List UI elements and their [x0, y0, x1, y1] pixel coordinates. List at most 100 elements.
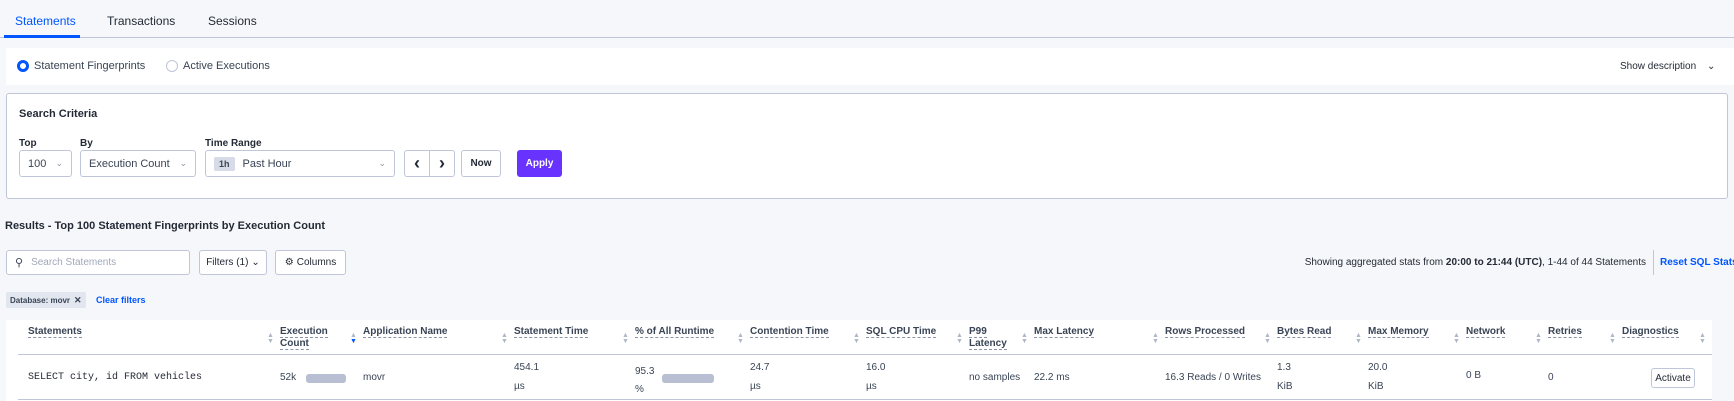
gear-icon: ⚙: [284, 257, 294, 268]
column-header-label: Max Memory: [1368, 326, 1429, 338]
column-header[interactable]: Execution Count: [280, 326, 345, 350]
column-header[interactable]: P99 Latency: [969, 326, 1016, 350]
sort-icon[interactable]: ▲ ▼: [622, 332, 629, 345]
tab-sessions[interactable]: Sessions: [208, 14, 257, 28]
reset-sql-stats-link[interactable]: Reset SQL Stats: [1660, 257, 1734, 268]
columns-button[interactable]: ⚙ Columns: [275, 250, 346, 275]
runtime-pct-unit: %: [635, 384, 644, 395]
column-header[interactable]: Retries: [1548, 326, 1604, 338]
next-time-button[interactable]: ›: [429, 150, 455, 177]
now-button[interactable]: Now: [461, 150, 501, 177]
column-header[interactable]: Max Memory: [1368, 326, 1448, 338]
chevron-down-icon: ⌄: [55, 158, 63, 168]
filter-chip: Database: movr ✕: [6, 292, 86, 308]
time-range-value: Past Hour: [242, 157, 292, 170]
by-value: Execution Count: [89, 157, 170, 170]
column-header-label: Statement Time: [514, 326, 589, 338]
statement-link[interactable]: SELECT city, id FROM vehicles: [28, 372, 203, 383]
column-header-label: Diagnostics: [1622, 326, 1679, 338]
header-divider: [18, 354, 1712, 355]
filters-label: Filters (1): [206, 257, 249, 268]
bytes-read-value: 1.3: [1277, 362, 1291, 373]
column-header[interactable]: Diagnostics: [1622, 326, 1694, 338]
search-icon: ⚲: [15, 257, 24, 269]
column-header-label: Contention Time: [750, 326, 829, 338]
tab-transactions[interactable]: Transactions: [107, 14, 176, 28]
column-header[interactable]: Statements: [28, 326, 262, 338]
column-header-label: Statements: [28, 326, 82, 338]
sort-icon[interactable]: ▲ ▼: [1535, 332, 1542, 345]
execution-count-bar: [306, 374, 346, 383]
sort-icon[interactable]: ▲ ▼: [1021, 332, 1028, 345]
statement-time-unit: µs: [514, 381, 525, 392]
radio-active-executions[interactable]: [166, 60, 178, 72]
sort-icon[interactable]: ▲ ▼: [1152, 332, 1159, 345]
tab-statements[interactable]: Statements: [15, 14, 76, 28]
active-tab-indicator: [4, 35, 80, 38]
sort-icon[interactable]: ▲ ▼: [1264, 332, 1271, 345]
top-label: Top: [19, 138, 37, 149]
time-range-label: Time Range: [205, 138, 262, 149]
column-header[interactable]: % of All Runtime: [635, 326, 732, 338]
column-header[interactable]: Rows Processed: [1165, 326, 1259, 338]
max-memory-value: 20.0: [1368, 362, 1388, 373]
search-statements-input[interactable]: ⚲ Search Statements: [6, 250, 190, 275]
sort-icon[interactable]: ▲ ▼: [853, 332, 860, 345]
column-header-label: Bytes Read: [1277, 326, 1332, 338]
time-range-select[interactable]: 1h Past Hour ⌄: [205, 150, 395, 177]
column-header-label: Application Name: [363, 326, 448, 338]
retries: 0: [1548, 372, 1554, 383]
statement-time-value: 454.1: [514, 362, 540, 373]
search-placeholder: Search Statements: [31, 257, 117, 268]
column-header-label: Max Latency: [1034, 326, 1095, 338]
statements-table: [6, 320, 1712, 401]
by-label: By: [80, 138, 93, 149]
column-header[interactable]: Contention Time: [750, 326, 848, 338]
view-selector-panel: [6, 48, 1734, 85]
column-header[interactable]: Application Name: [363, 326, 496, 338]
sort-icon[interactable]: ▲ ▼: [501, 332, 508, 345]
column-header-label: Execution Count: [280, 326, 328, 350]
column-header[interactable]: Max Latency: [1034, 326, 1147, 338]
column-header[interactable]: Network: [1466, 326, 1530, 338]
radio-label: Statement Fingerprints: [34, 60, 146, 72]
clear-filters-link[interactable]: Clear filters: [96, 295, 146, 305]
chevron-down-icon: ⌄: [1706, 61, 1716, 72]
sort-icon[interactable]: ▲ ▼: [1453, 332, 1460, 345]
filters-button[interactable]: Filters (1) ⌄: [199, 250, 267, 275]
prev-time-button[interactable]: ‹: [404, 150, 430, 177]
max-memory-unit: KiB: [1368, 381, 1384, 392]
network: 0 B: [1466, 370, 1482, 381]
sort-icon[interactable]: ▲ ▼: [737, 332, 744, 345]
divider: [1653, 250, 1654, 275]
bytes-read-unit: KiB: [1277, 381, 1293, 392]
column-header-label: Retries: [1548, 326, 1582, 338]
column-header[interactable]: Statement Time: [514, 326, 617, 338]
sort-icon[interactable]: ▲ ▼: [1699, 332, 1706, 345]
column-header[interactable]: SQL CPU Time: [866, 326, 951, 338]
show-description-toggle[interactable]: Show description ⌄: [1620, 61, 1715, 72]
column-header[interactable]: Bytes Read: [1277, 326, 1350, 338]
sort-icon[interactable]: ▲ ▼: [1609, 332, 1616, 345]
apply-button[interactable]: Apply: [517, 150, 562, 177]
search-criteria-title: Search Criteria: [19, 108, 98, 120]
sql-cpu-time-unit: µs: [866, 381, 877, 392]
stats-summary: Showing aggregated stats from 20:00 to 2…: [1304, 257, 1646, 268]
sql-cpu-time-value: 16.0: [866, 362, 886, 373]
top-select[interactable]: 100 ⌄: [19, 150, 72, 177]
sort-icon[interactable]: ▲ ▼: [267, 332, 274, 345]
sort-icon[interactable]: ▲ ▼: [956, 332, 963, 345]
radio-statement-fingerprints[interactable]: [17, 60, 29, 72]
sort-icon[interactable]: ▲ ▼: [1355, 332, 1362, 345]
column-header-label: P99 Latency: [969, 326, 1007, 350]
sort-icon[interactable]: ▲ ▼: [350, 332, 357, 345]
activate-diagnostics-button[interactable]: Activate: [1651, 368, 1695, 388]
execution-count: 52k: [280, 372, 297, 383]
time-range-pill: 1h: [214, 156, 235, 171]
by-select[interactable]: Execution Count ⌄: [80, 150, 196, 177]
filter-chip-label: Database: movr: [10, 295, 71, 305]
column-header-label: Rows Processed: [1165, 326, 1246, 338]
chevron-down-icon: ⌄: [179, 158, 187, 168]
close-icon[interactable]: ✕: [74, 294, 82, 305]
column-header-label: % of All Runtime: [635, 326, 715, 338]
